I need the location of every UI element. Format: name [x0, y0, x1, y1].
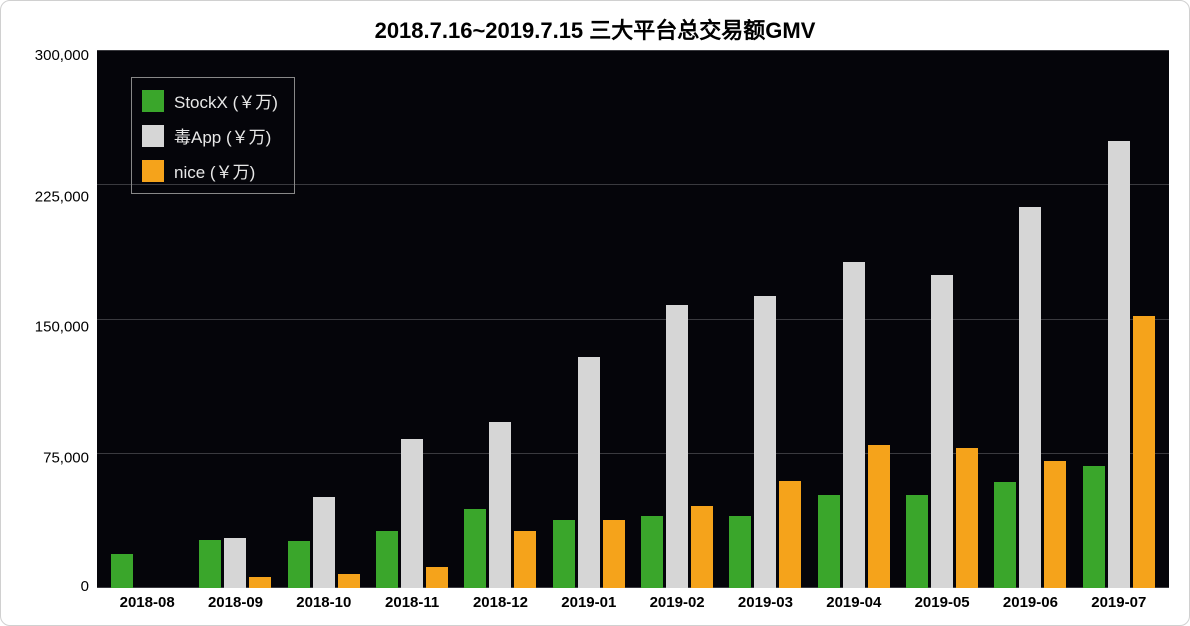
bar — [199, 540, 221, 588]
bar — [464, 509, 486, 588]
bar — [1044, 461, 1066, 588]
category-group — [456, 51, 544, 588]
bar — [729, 516, 751, 588]
x-tick-label: 2018-10 — [280, 594, 368, 611]
bar — [376, 531, 398, 588]
bar — [931, 275, 953, 588]
bar — [818, 495, 840, 588]
y-axis: 300,000225,000150,00075,0000 — [21, 51, 97, 588]
bar — [603, 520, 625, 588]
bar — [994, 482, 1016, 588]
bar — [111, 554, 133, 588]
legend-label: StockX (￥万) — [174, 88, 278, 113]
plot-area-wrap: StockX (￥万) 毒App (￥万) nice (￥万) — [97, 51, 1169, 588]
chart-shell: 300,000 225,000 150,000 75,000 0 StockX (￥万)… — [21, 51, 1169, 611]
legend-swatch — [142, 160, 164, 182]
x-tick-label: 2019-01 — [545, 594, 633, 611]
y-tick-label: 150,000 — [35, 320, 89, 335]
bar — [956, 448, 978, 588]
bar — [691, 506, 713, 588]
bar — [641, 516, 663, 588]
category-group — [368, 51, 456, 588]
y-tick-label: 75,000 — [43, 450, 89, 465]
x-tick-label: 2019-02 — [633, 594, 721, 611]
chart-body: 300,000225,000150,00075,0000 StockX (￥万)… — [21, 51, 1169, 588]
category-group — [545, 51, 633, 588]
category-group — [986, 51, 1074, 588]
x-tick-label: 2018-12 — [456, 594, 544, 611]
category-group — [898, 51, 986, 588]
bar — [401, 439, 423, 588]
bar — [1083, 466, 1105, 588]
bar — [426, 567, 448, 588]
x-tick-label: 2018-08 — [103, 594, 191, 611]
bar — [1133, 316, 1155, 588]
bar — [313, 497, 335, 588]
bar — [906, 495, 928, 588]
chart-frame: 2018.7.16~2019.7.15 三大平台总交易额GMV 300,000 2… — [0, 0, 1190, 626]
x-tick-label: 2018-11 — [368, 594, 456, 611]
bar — [224, 538, 246, 588]
x-tick-label: 2019-03 — [721, 594, 809, 611]
bar — [288, 541, 310, 588]
x-tick-label: 2018-09 — [191, 594, 279, 611]
chart-title: 2018.7.16~2019.7.15 三大平台总交易额GMV — [21, 13, 1169, 45]
bar — [868, 445, 890, 588]
bar — [1108, 141, 1130, 589]
legend: StockX (￥万) 毒App (￥万) nice (￥万) — [131, 77, 295, 194]
category-group — [633, 51, 721, 588]
bar — [514, 531, 536, 588]
bar — [779, 481, 801, 588]
x-tick-label: 2019-06 — [986, 594, 1074, 611]
x-tick-label: 2019-07 — [1075, 594, 1163, 611]
bar — [489, 422, 511, 588]
category-group — [721, 51, 809, 588]
bar — [1019, 207, 1041, 588]
y-tick-label: 225,000 — [35, 189, 89, 204]
legend-item: 毒App (￥万) — [142, 123, 278, 148]
legend-swatch — [142, 90, 164, 112]
bar — [666, 305, 688, 588]
x-tick-label: 2019-05 — [898, 594, 986, 611]
bar — [553, 520, 575, 588]
bar — [338, 574, 360, 588]
legend-item: nice (￥万) — [142, 158, 278, 183]
y-tick-label: 0 — [81, 579, 89, 594]
category-group — [810, 51, 898, 588]
x-axis: 2018-082018-092018-102018-112018-122019-… — [97, 588, 1169, 611]
bar — [843, 262, 865, 588]
plot-area: StockX (￥万) 毒App (￥万) nice (￥万) — [97, 51, 1169, 588]
legend-item: StockX (￥万) — [142, 88, 278, 113]
legend-swatch — [142, 125, 164, 147]
y-tick-label: 300,000 — [35, 48, 89, 63]
bar — [249, 577, 271, 588]
legend-label: nice (￥万) — [174, 158, 255, 183]
category-group — [1075, 51, 1163, 588]
x-tick-label: 2019-04 — [810, 594, 898, 611]
bar — [578, 357, 600, 588]
legend-label: 毒App (￥万) — [174, 123, 271, 148]
bar — [754, 296, 776, 588]
